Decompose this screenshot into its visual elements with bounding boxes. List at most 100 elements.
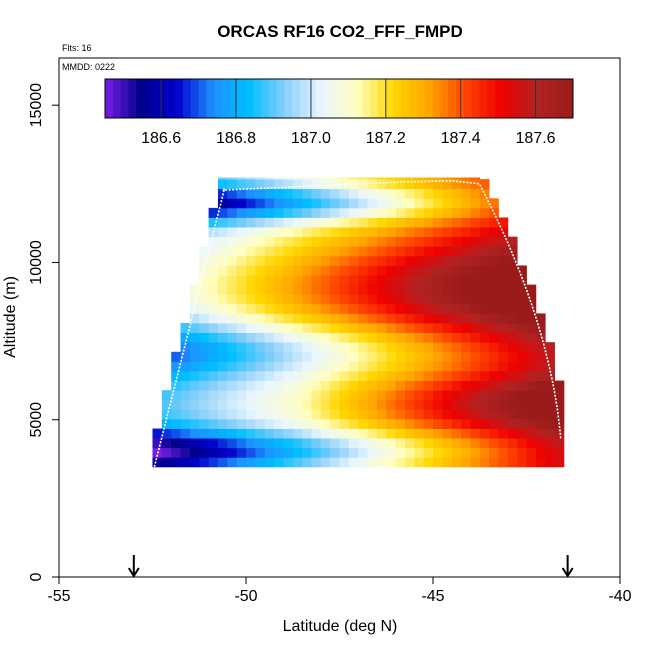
heatmap-cell bbox=[180, 428, 191, 439]
heatmap-cell bbox=[395, 294, 406, 305]
heatmap-cell bbox=[358, 409, 368, 420]
heatmap-cell bbox=[246, 409, 256, 420]
heatmap-cell bbox=[507, 323, 518, 333]
heatmap-cell bbox=[470, 370, 481, 381]
heatmap-cell bbox=[414, 332, 425, 343]
heatmap-cell bbox=[227, 361, 238, 372]
heatmap-cell bbox=[376, 342, 387, 353]
heatmap-cell bbox=[489, 236, 499, 247]
heatmap-cell bbox=[367, 409, 378, 420]
heatmap-cell bbox=[264, 294, 275, 305]
heatmap-cell bbox=[395, 447, 406, 458]
heatmap-cell bbox=[292, 342, 303, 353]
heatmap-cell bbox=[433, 284, 443, 295]
heatmap-cell bbox=[395, 351, 406, 362]
heatmap-cell bbox=[414, 351, 425, 362]
heatmap-cell bbox=[517, 370, 527, 381]
heatmap-cell bbox=[292, 275, 303, 286]
heatmap-cell bbox=[348, 227, 359, 238]
heatmap-cell bbox=[302, 303, 312, 314]
colorbar-segment bbox=[292, 79, 301, 118]
heatmap-cell bbox=[292, 457, 303, 468]
heatmap-cell bbox=[479, 380, 490, 391]
heatmap-cell bbox=[274, 294, 284, 305]
heatmap-cell bbox=[376, 457, 387, 468]
heatmap-cell bbox=[320, 198, 331, 209]
heatmap-cell bbox=[479, 275, 490, 286]
heatmap-cell bbox=[246, 236, 256, 247]
heatmap-cell bbox=[461, 380, 471, 391]
heatmap-cell bbox=[302, 188, 312, 199]
heatmap-cell bbox=[367, 265, 378, 276]
heatmap-cell bbox=[161, 457, 172, 468]
heatmap-cell bbox=[395, 177, 406, 180]
heatmap-cell bbox=[423, 275, 434, 286]
heatmap-cell bbox=[311, 428, 322, 439]
heatmap-cell bbox=[339, 246, 350, 257]
heatmap-cell bbox=[311, 255, 322, 266]
heatmap-cell bbox=[517, 361, 527, 372]
heatmap-cell bbox=[227, 303, 238, 314]
heatmap-cell bbox=[507, 457, 518, 468]
heatmap-cell bbox=[507, 284, 518, 295]
heatmap-cell bbox=[264, 284, 275, 295]
heatmap-cell bbox=[227, 313, 238, 324]
heatmap-cell bbox=[526, 428, 537, 439]
heatmap-cell bbox=[180, 323, 191, 333]
heatmap-cell bbox=[451, 380, 462, 391]
heatmap-cell bbox=[498, 323, 509, 333]
heatmap-cell bbox=[442, 275, 453, 286]
heatmap-cell bbox=[199, 332, 209, 343]
heatmap-cell bbox=[274, 370, 284, 381]
heatmap-cell bbox=[404, 236, 415, 247]
colorbar-tick-label: 186.8 bbox=[216, 130, 256, 147]
heatmap-cell bbox=[461, 428, 471, 439]
heatmap-cell bbox=[348, 418, 359, 429]
heatmap-cell bbox=[283, 207, 294, 218]
heatmap-cell bbox=[330, 351, 340, 362]
colorbar-segment bbox=[198, 79, 207, 118]
heatmap-cell bbox=[246, 323, 256, 333]
heatmap-cell bbox=[199, 438, 209, 449]
heatmap-cell bbox=[461, 284, 471, 295]
heatmap-cell bbox=[358, 390, 368, 401]
heatmap-cell bbox=[217, 255, 228, 266]
heatmap-cell bbox=[217, 447, 228, 458]
colorbar-segment bbox=[136, 79, 145, 118]
heatmap-cell bbox=[404, 399, 415, 410]
heatmap-cell bbox=[358, 198, 368, 209]
heatmap-cell bbox=[461, 198, 471, 209]
colorbar-segment bbox=[331, 79, 340, 118]
heatmap-cell bbox=[489, 246, 499, 257]
x-tick-label: -50 bbox=[234, 588, 257, 605]
heatmap-cell bbox=[283, 342, 294, 353]
heatmap-cell bbox=[498, 438, 509, 449]
heatmap-cell bbox=[292, 179, 303, 190]
heatmap-cell bbox=[311, 294, 322, 305]
heatmap-cell bbox=[423, 438, 434, 449]
heatmap-cell bbox=[320, 380, 331, 391]
heatmap-cell bbox=[376, 332, 387, 343]
heatmap-cell bbox=[517, 303, 527, 314]
heatmap-cell bbox=[199, 361, 209, 372]
colorbar-segment bbox=[276, 79, 285, 118]
heatmap-cell bbox=[236, 179, 247, 190]
heatmap-cell bbox=[348, 265, 359, 276]
heatmap-cell bbox=[227, 265, 238, 276]
heatmap-cell bbox=[227, 323, 238, 333]
heatmap-cell bbox=[526, 370, 537, 381]
heatmap-cell bbox=[489, 380, 499, 391]
heatmap-cell bbox=[358, 351, 368, 362]
heatmap-cell bbox=[404, 390, 415, 401]
heatmap-cell bbox=[470, 390, 481, 401]
plot-frame bbox=[58, 57, 621, 578]
heatmap-cell bbox=[479, 294, 490, 305]
colorbar: 186.6 186.8 187.0 187.2 187.4 187.6 bbox=[104, 78, 574, 147]
heatmap-cell bbox=[348, 409, 359, 420]
heatmap-cell bbox=[376, 361, 387, 372]
heatmap-cell bbox=[461, 236, 471, 247]
heatmap-cell bbox=[339, 255, 350, 266]
heatmap-cell bbox=[292, 438, 303, 449]
heatmap-cell bbox=[274, 390, 284, 401]
arrow-left-head bbox=[127, 567, 140, 578]
